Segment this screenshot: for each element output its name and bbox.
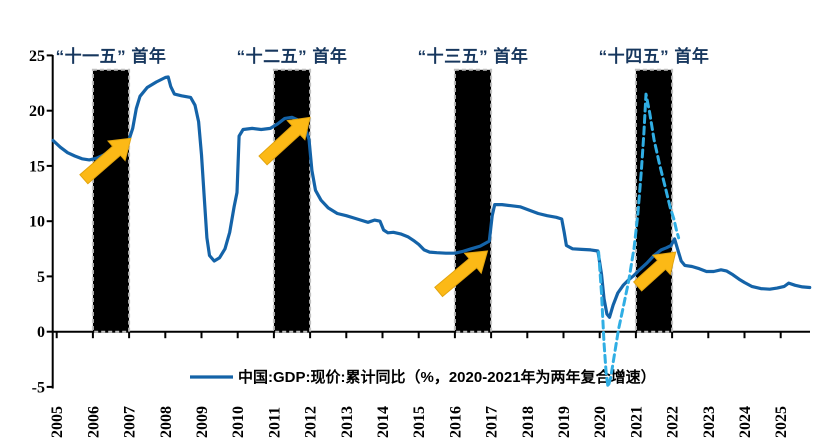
y-tick-label: 10 [29, 214, 45, 231]
x-tick-label: 2013 [339, 406, 356, 438]
highlight-arrow-icon [632, 251, 677, 292]
x-tick-label: 2023 [701, 406, 718, 438]
y-tick-label: 15 [29, 158, 45, 175]
x-tick-label: 2014 [375, 406, 392, 438]
plan-first-year-band [453, 68, 493, 333]
x-tick-label: 2005 [49, 406, 66, 438]
x-tick-label: 2019 [556, 406, 573, 438]
series-gdp-current-price-cumulative-yoy [51, 75, 812, 319]
y-tick-label: 5 [37, 269, 45, 286]
x-tick-label: 2025 [773, 406, 790, 438]
highlight-arrow-icon [258, 116, 311, 166]
y-tick-label: 20 [29, 103, 45, 120]
y-tick-label: 0 [37, 324, 45, 341]
x-tick-label: 2021 [628, 406, 645, 438]
plan-label: “十四五” 首年 [599, 46, 710, 66]
series-actual-cumulative-yoy-2020-2021 [597, 92, 681, 389]
legend: 中国:GDP:现价:累计同比（%，2020-2021年为两年复合增速） [190, 368, 656, 386]
x-tick-label: 2009 [194, 406, 211, 438]
x-tick-label: 2020 [592, 406, 609, 438]
highlight-arrow-icon [434, 250, 489, 298]
x-tick-label: 2007 [122, 406, 139, 438]
x-tick-label: 2008 [158, 406, 175, 438]
x-tick-label: 2015 [411, 406, 428, 438]
y-tick-label: 25 [29, 48, 45, 65]
plan-label: “十二五” 首年 [237, 46, 348, 66]
plan-label: “十三五” 首年 [418, 46, 529, 66]
plan-first-year-band [272, 68, 312, 333]
plan-first-year-band [634, 68, 674, 333]
x-tick-label: 2012 [303, 406, 320, 438]
x-tick-label: 2024 [737, 406, 754, 438]
x-tick-label: 2010 [230, 406, 247, 438]
x-tick-label: 2017 [484, 406, 501, 438]
y-tick-label: -5 [32, 379, 45, 396]
x-tick-label: 2011 [266, 407, 283, 438]
x-tick-label: 2018 [520, 406, 537, 438]
legend-label: 中国:GDP:现价:累计同比（%，2020-2021年为两年复合增速） [238, 368, 656, 386]
x-tick-label: 2006 [85, 406, 102, 438]
x-tick-label: 2016 [447, 406, 464, 438]
highlight-arrow-icon [79, 137, 132, 185]
plan-first-year-band [91, 68, 131, 333]
plan-label: “十一五” 首年 [56, 46, 167, 66]
x-tick-label: 2022 [665, 406, 682, 438]
